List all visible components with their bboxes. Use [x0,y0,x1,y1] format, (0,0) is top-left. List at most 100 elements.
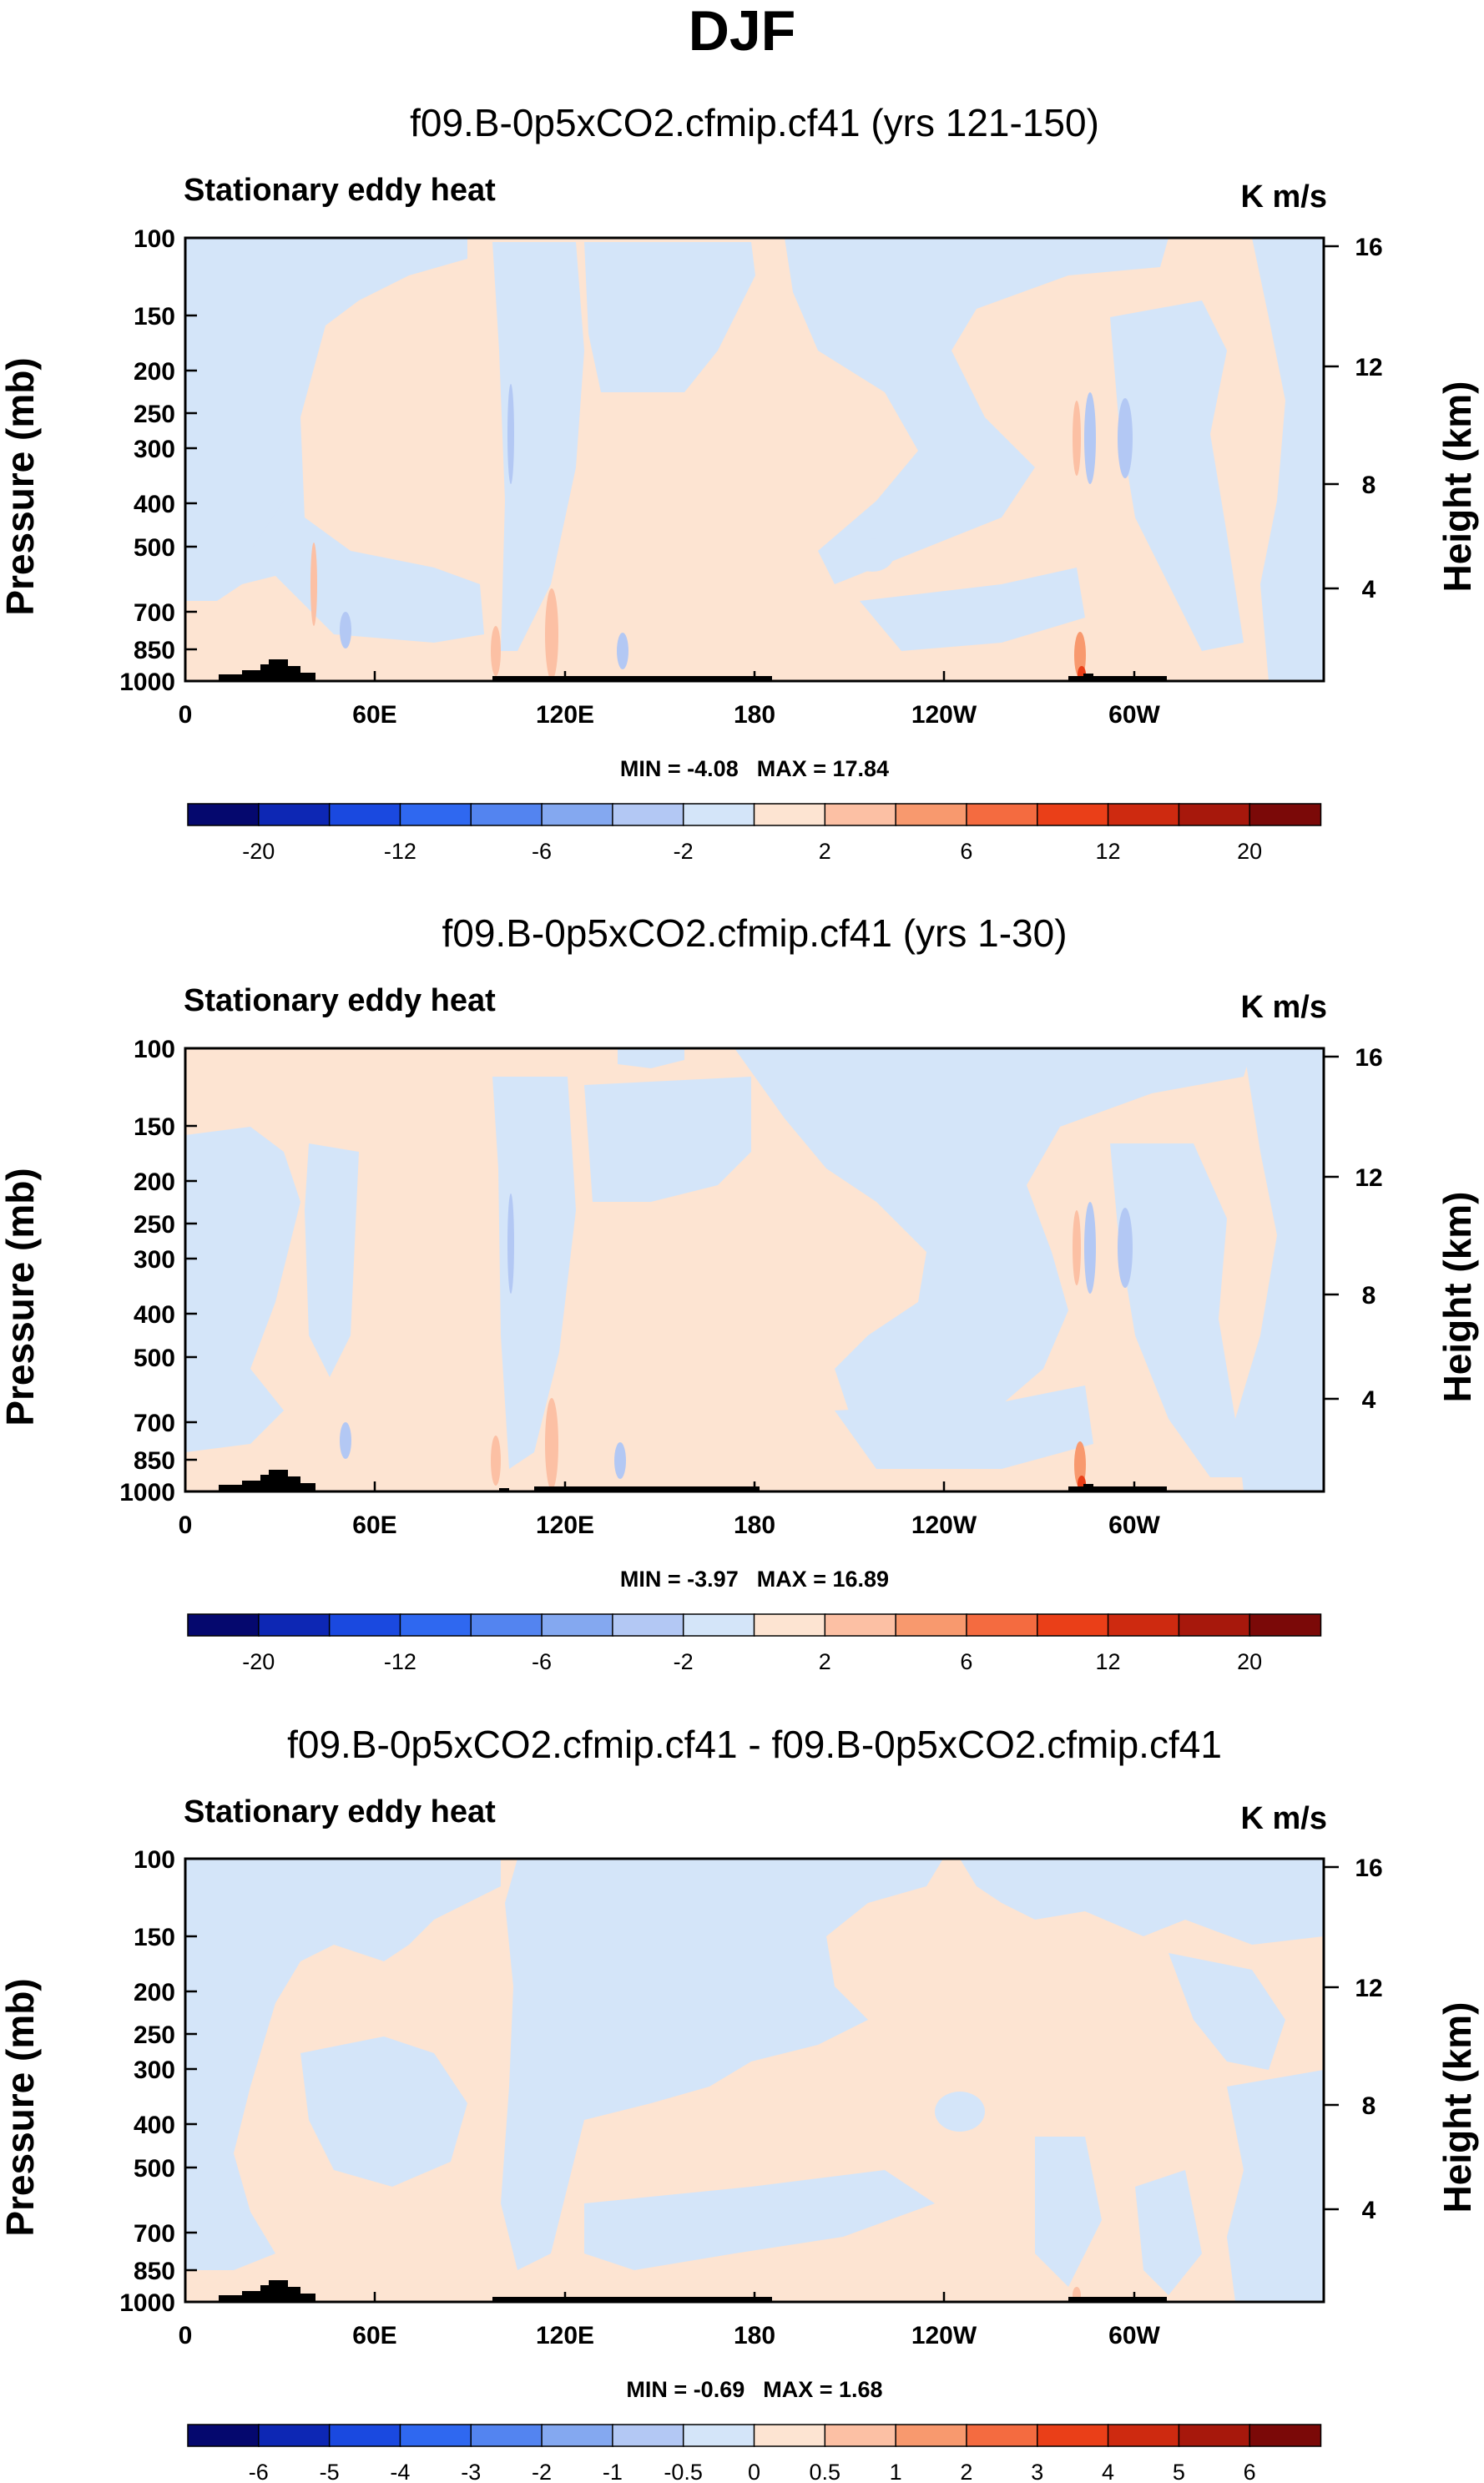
negative-region [492,1077,576,1469]
pressure-tick-label: 300 [134,2057,175,2084]
negative-core [1084,392,1096,484]
pressure-tick-label: 150 [134,1924,175,1951]
pressure-axis-label: Pressure (mb) [0,357,42,615]
panel-1-title: f09.B-0p5xCO2.cfmip.cf41 (yrs 121-150) [410,101,1099,144]
lon-tick-label: 60E [352,2322,396,2349]
panel-3-contour-field [185,1859,1324,2302]
colorbar-box [470,803,543,826]
colorbar-label: 2 [819,1649,831,1674]
colorbar-label: -6 [249,2460,269,2483]
colorbar-label: -3 [461,2460,481,2483]
lon-tick-label: 0 [179,1512,193,1539]
colorbar-box [1037,803,1109,826]
pressure-tick-label: 1000 [119,669,175,696]
negative-region [1169,1953,1285,2070]
lon-tick-label: 0 [179,701,193,729]
lon-tick-label: 120W [911,1512,977,1539]
longitude-axis: 0 60E 120E 180 120W 60W [179,1481,1161,1539]
lon-tick-label: 60W [1108,1512,1160,1539]
panel-1-units: K m/s [1241,179,1327,214]
colorbar-box [1107,1613,1180,1637]
pressure-tick-label: 300 [134,1246,175,1274]
max-label: MAX = [757,1567,833,1592]
colorbar-label: -12 [384,1649,416,1674]
negative-region [734,1048,1252,1436]
lon-tick-label: 0 [179,2322,193,2349]
pressure-tick-label: 150 [134,303,175,331]
figure-title: DJF [689,0,795,63]
max-value: 1.68 [839,2377,883,2402]
panel-3-units: K m/s [1241,1801,1327,1836]
colorbar-label: -0.5 [664,2460,703,2483]
panel-1-contour-field [185,238,1324,681]
positive-core [1073,1210,1081,1285]
colorbar-box [1178,2424,1251,2447]
colorbar-box [187,2424,260,2447]
colorbar-box [541,2424,614,2447]
panel-3-title: f09.B-0p5xCO2.cfmip.cf41 - f09.B-0p5xCO2… [287,1723,1222,1766]
pressure-tick-label: 250 [134,401,175,428]
min-max-readout: MIN = -4.08 MAX = 17.84 [620,756,889,781]
panel-2-units: K m/s [1241,990,1327,1025]
colorbar-box [682,2424,755,2447]
max-label: MAX = [763,2377,839,2402]
height-tick-label: 16 [1355,1044,1382,1072]
colorbar-box [612,1613,684,1637]
colorbar-box [895,2424,968,2447]
negative-region [851,538,894,572]
height-tick-label: 12 [1355,1975,1382,2002]
colorbar-box [824,803,897,826]
colorbar-box [399,2424,472,2447]
colorbar-label: 6 [960,839,972,864]
colorbar-box [824,1613,897,1637]
height-tick-label: 8 [1362,472,1376,499]
negative-region [935,2092,985,2132]
height-axis-label: Height (km) [1436,381,1479,593]
min-max-readout: MIN = -3.97 MAX = 16.89 [620,1567,889,1592]
colorbar-label: 3 [1031,2460,1043,2483]
lon-tick-label: 60W [1108,2322,1160,2349]
pressure-tick-label: 850 [134,1447,175,1475]
negative-region [851,2190,901,2217]
negative-region [492,242,584,651]
pressure-axis-label: Pressure (mb) [0,1978,42,2236]
height-tick-label: 16 [1355,234,1382,261]
height-tick-label: 8 [1362,1282,1376,1310]
colorbar-label: -2 [674,839,694,864]
pressure-tick-label: 300 [134,436,175,463]
colorbar-box [187,1613,260,1637]
colorbar: -6 -5 -4 -3 -2 -1 -0.5 0 0.5 1 2 3 4 5 6 [187,2424,1322,2483]
lon-tick-label: 120W [911,2322,977,2349]
height-axis: 16 12 8 4 [1324,1855,1383,2224]
colorbar-box [966,803,1038,826]
terrain [1068,674,1167,681]
height-tick-label: 4 [1362,2197,1376,2224]
colorbar-box [470,2424,543,2447]
colorbar-box [399,1613,472,1637]
lon-tick-label: 60W [1108,701,1160,729]
pressure-tick-label: 250 [134,2021,175,2049]
negative-core [340,1422,351,1459]
colorbar-box [470,1613,543,1637]
colorbar-box [541,1613,614,1637]
max-value: 17.84 [833,756,890,781]
colorbar-label: 5 [1173,2460,1185,2483]
pressure-axis: 100 150 200 250 300 400 500 700 850 1000 [119,1846,197,2317]
min-label: MIN = [620,1567,687,1592]
panel-2: f09.B-0p5xCO2.cfmip.cf41 (yrs 1-30) Stat… [0,911,1479,1674]
pressure-axis-label: Pressure (mb) [0,1168,42,1426]
panel-3-left-string: Stationary eddy heat [184,1794,496,1829]
colorbar-label: -2 [674,1649,694,1674]
terrain [219,1470,315,1491]
colorbar-box [1107,2424,1180,2447]
pressure-axis: 100 150 200 250 300 400 500 700 850 1000 [119,225,197,696]
max-value: 16.89 [833,1567,890,1592]
height-tick-label: 12 [1355,354,1382,381]
pressure-tick-label: 100 [134,225,175,253]
negative-core [507,1194,514,1294]
panel-2-contour-field [185,1048,1324,1491]
colorbar: -20 -12 -6 -2 2 6 12 20 [187,1613,1322,1674]
max-label: MAX = [757,756,833,781]
negative-core [614,1442,626,1479]
longitude-axis: 0 60E 120E 180 120W 60W [179,671,1161,729]
